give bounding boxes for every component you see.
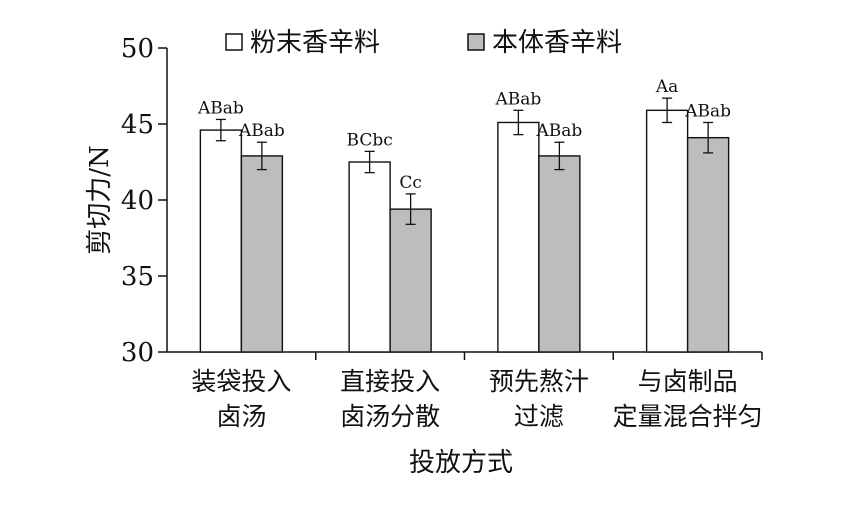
bar [199, 129, 243, 353]
bar [240, 155, 284, 353]
y-axis-title: 剪切力/N [85, 145, 115, 255]
significance-label: Aa [655, 77, 678, 97]
legend-swatch-powder [225, 33, 243, 51]
y-tick-label: 40 [121, 186, 154, 216]
bar [686, 136, 730, 353]
significance-labels: ABab ABab BCbc Cc ABab ABab Aa ABab [197, 77, 731, 193]
category-label: 定量混合拌匀 [613, 402, 763, 431]
bar [645, 109, 689, 353]
significance-label: Cc [399, 173, 422, 193]
category-label: 卤汤分散 [340, 402, 440, 431]
category-label: 过滤 [514, 402, 564, 431]
significance-label: ABab [238, 121, 285, 141]
significance-label: ABab [494, 89, 541, 109]
category-label: 直接投入 [340, 367, 440, 396]
y-tick-label: 45 [121, 110, 154, 140]
bar [497, 121, 540, 353]
error-bars [215, 97, 714, 225]
category-label: 装袋投入 [191, 367, 291, 396]
significance-label: ABab [535, 121, 582, 141]
y-tick-label: 35 [121, 262, 154, 292]
y-tick-label: 30 [121, 338, 154, 368]
y-ticks: 30 35 40 45 50 [121, 34, 167, 368]
y-tick-label: 50 [121, 34, 154, 64]
bars [199, 109, 730, 353]
significance-label: ABab [197, 98, 244, 118]
bar [348, 161, 391, 353]
x-ticks [315, 352, 763, 360]
legend-swatch-whole [467, 33, 485, 51]
category-label: 卤汤 [216, 402, 266, 431]
legend: 粉末香辛料 本体香辛料 [225, 28, 622, 58]
significance-label: BCbc [347, 130, 393, 150]
legend-label-whole: 本体香辛料 [492, 28, 622, 58]
bar [538, 155, 581, 353]
legend-label-powder: 粉末香辛料 [250, 28, 380, 58]
x-axis-title: 投放方式 [409, 448, 513, 478]
significance-label: ABab [684, 101, 731, 121]
category-label: 预先熬汁 [489, 367, 589, 396]
category-label: 与卤制品 [638, 367, 738, 396]
bar [389, 208, 432, 353]
